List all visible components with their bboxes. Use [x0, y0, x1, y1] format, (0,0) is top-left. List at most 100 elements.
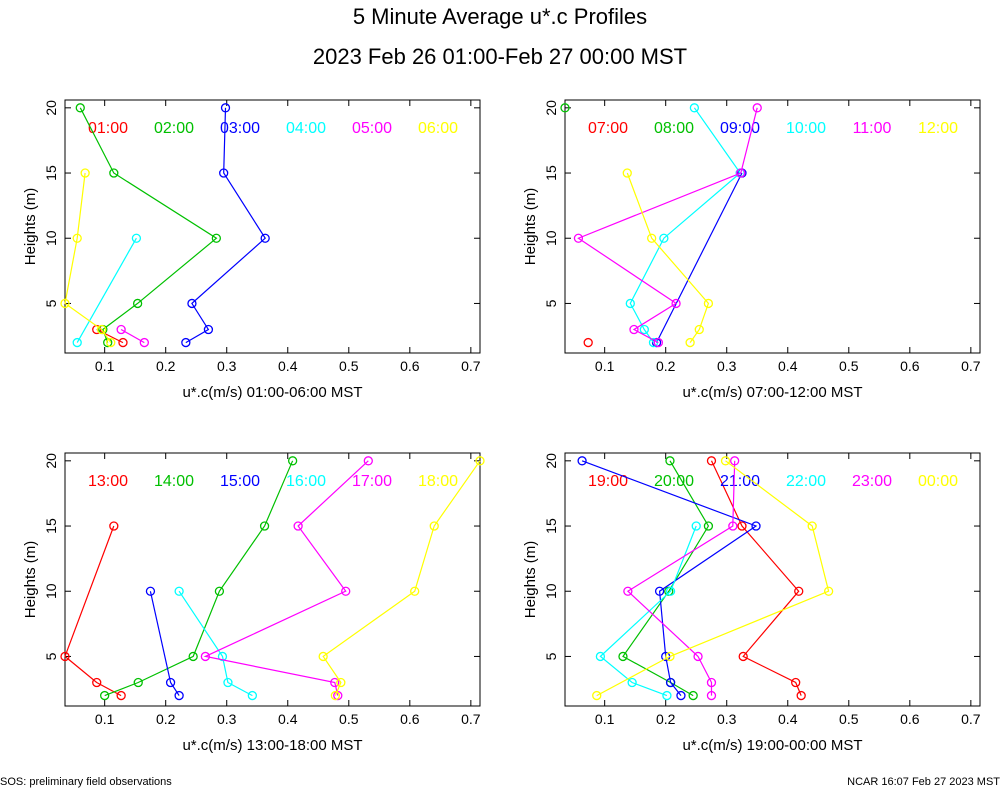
data-point: [728, 521, 738, 531]
series-line: [79, 107, 218, 343]
data-point: [475, 456, 485, 466]
data-point: [736, 168, 746, 178]
data-point: [80, 168, 90, 178]
x-tick-label: 0.6: [400, 711, 420, 727]
data-point: [336, 677, 346, 688]
y-tick-label: 15: [543, 165, 559, 181]
data-point: [653, 337, 664, 348]
data-point: [223, 677, 233, 688]
data-point: [219, 168, 229, 178]
x-axis-label: u*.c(m/s) 13:00-18:00 MST: [182, 737, 362, 754]
y-tick-label: 20: [43, 453, 59, 469]
data-point: [629, 324, 639, 335]
x-tick-label: 0.6: [900, 358, 920, 374]
x-tick-label: 0.4: [778, 358, 798, 374]
legend-entry: 06:00: [418, 120, 458, 137]
data-point: [703, 521, 714, 531]
data-point: [794, 586, 804, 596]
data-point: [730, 456, 740, 466]
series-line: [96, 328, 124, 344]
series-line: [629, 107, 742, 343]
y-tick-label: 15: [543, 518, 559, 534]
data-point: [109, 168, 119, 178]
legend-entry: 01:00: [88, 120, 128, 137]
legend-entry: 10:00: [786, 120, 826, 137]
y-axis-label: Heights (m): [22, 541, 39, 619]
data-point: [676, 690, 686, 701]
data-point: [363, 456, 373, 466]
legend-entry: 19:00: [588, 473, 628, 490]
legend-entry: 09:00: [720, 120, 760, 137]
series-line: [64, 172, 112, 343]
series-line: [64, 525, 122, 697]
data-point: [259, 521, 270, 531]
plot-frame: [564, 99, 981, 354]
y-tick-label: 10: [43, 230, 59, 246]
data-point: [203, 324, 214, 335]
data-point: [75, 103, 85, 113]
data-point: [341, 586, 351, 596]
legend-entry: 05:00: [352, 120, 392, 137]
legend-entry: 11:00: [853, 120, 892, 137]
data-point: [333, 690, 343, 701]
x-tick-label: 0.3: [717, 358, 737, 374]
data-point: [639, 324, 649, 335]
legend-entry: 04:00: [286, 120, 326, 137]
x-tick-label: 0.2: [656, 711, 676, 727]
y-tick-label: 20: [43, 100, 59, 116]
data-point: [560, 103, 570, 113]
x-tick-label: 0.3: [717, 711, 737, 727]
data-point: [595, 651, 606, 662]
data-point: [181, 337, 191, 348]
data-point: [665, 651, 675, 662]
data-point: [659, 233, 669, 243]
x-tick-label: 0.6: [900, 711, 920, 727]
data-point: [823, 586, 834, 596]
y-tick-label: 10: [43, 583, 59, 599]
data-point: [72, 233, 82, 243]
x-tick-label: 0.2: [156, 711, 176, 727]
x-tick-label: 0.4: [278, 358, 298, 374]
data-point: [691, 521, 701, 531]
data-point: [410, 586, 420, 596]
data-point: [100, 690, 110, 701]
data-point: [60, 298, 70, 309]
data-point: [577, 456, 587, 466]
data-point: [92, 677, 102, 688]
legend-entry: 08:00: [654, 120, 694, 137]
data-point: [685, 337, 695, 348]
data-point: [706, 690, 717, 701]
series-line: [322, 460, 481, 696]
legend-entry: 00:00: [918, 473, 958, 490]
legend-entry: 16:00: [286, 473, 326, 490]
x-tick-label: 0.2: [156, 358, 176, 374]
y-tick-label: 10: [543, 583, 559, 599]
y-tick-label: 5: [543, 652, 559, 660]
data-point: [165, 677, 176, 688]
y-axis-label: Heights (m): [522, 188, 539, 266]
y-tick-label: 15: [43, 165, 59, 181]
data-point: [318, 651, 328, 662]
legend-entry: 21:00: [720, 473, 760, 490]
y-axis-label: Heights (m): [522, 541, 539, 619]
data-point: [116, 324, 126, 335]
x-tick-label: 0.5: [839, 711, 859, 727]
plot-frame: [564, 452, 981, 707]
data-point: [647, 233, 657, 243]
data-point: [174, 586, 184, 596]
data-point: [671, 298, 681, 309]
data-point: [791, 677, 801, 688]
plot-frame: [64, 99, 481, 354]
footer-timestamp: NCAR 16:07 Feb 27 2023 MST: [847, 776, 1000, 788]
data-point: [72, 337, 82, 348]
data-point: [106, 337, 116, 348]
x-tick-label: 0.1: [95, 358, 115, 374]
y-tick-label: 20: [543, 100, 559, 116]
plot-frame: [64, 452, 481, 707]
data-point: [618, 651, 628, 662]
legend-entry: 15:00: [220, 473, 260, 490]
legend-entry: 20:00: [654, 473, 694, 490]
x-tick-label: 0.4: [278, 711, 298, 727]
y-tick-label: 10: [543, 230, 559, 246]
